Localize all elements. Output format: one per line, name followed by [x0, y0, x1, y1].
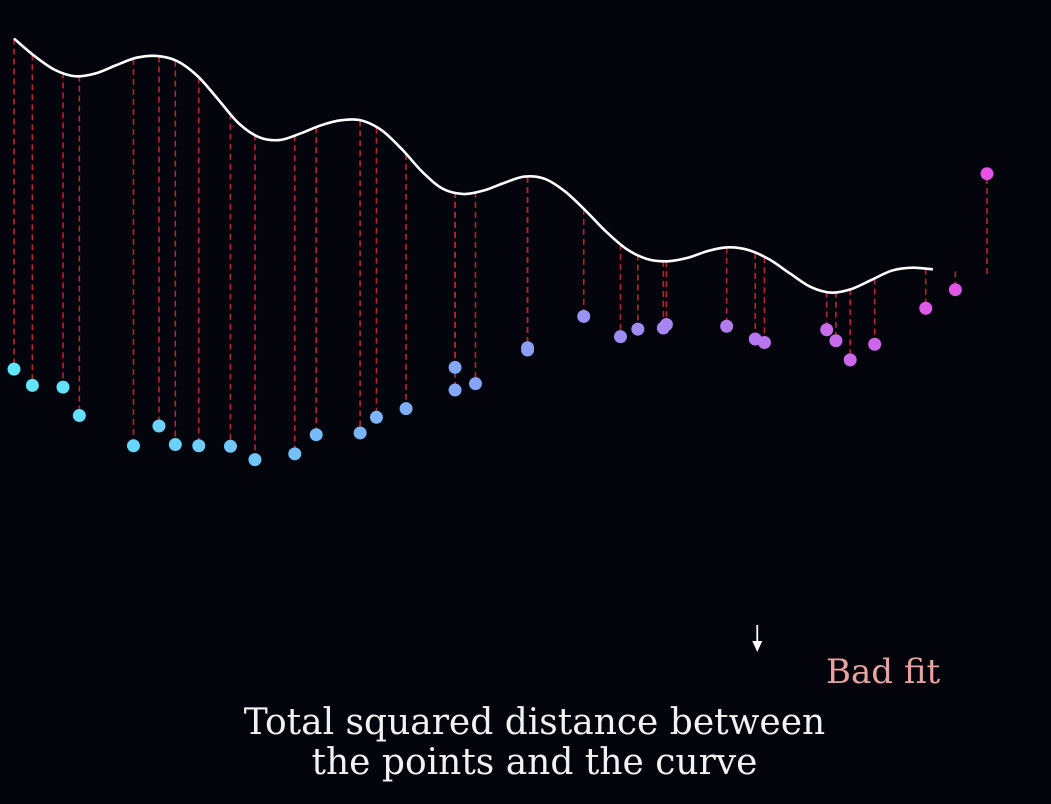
residual-lines	[13, 38, 988, 460]
caption: Total squared distance between the point…	[0, 703, 1051, 783]
data-point-26	[720, 319, 734, 333]
data-point-18	[468, 377, 482, 391]
data-point-30	[829, 334, 843, 348]
data-point-21	[577, 309, 591, 323]
data-point-8	[192, 439, 206, 453]
data-point-25	[659, 318, 673, 331]
data-point-13	[353, 426, 367, 440]
data-point-34	[948, 283, 962, 297]
data-points	[7, 167, 994, 467]
data-point-9	[223, 439, 237, 453]
fit-meter-arrow-icon	[752, 625, 763, 652]
data-point-11	[288, 447, 302, 461]
data-point-7	[168, 438, 182, 452]
data-point-6	[152, 419, 166, 433]
caption-line-2: the points and the curve	[311, 742, 758, 783]
caption-line-1: Total squared distance between	[243, 702, 826, 743]
data-point-15	[399, 402, 413, 416]
data-point-17	[448, 383, 462, 397]
data-point-1	[7, 362, 21, 376]
data-point-5	[126, 439, 140, 453]
data-point-3	[56, 380, 70, 394]
data-point-33	[919, 301, 933, 315]
data-point-10	[248, 453, 262, 467]
data-point-32	[868, 337, 882, 351]
fit-meter	[256, 625, 793, 664]
data-point-20	[521, 343, 535, 357]
data-point-2	[25, 378, 39, 392]
data-point-31	[843, 353, 857, 367]
data-point-28	[757, 335, 771, 349]
data-point-35	[980, 167, 994, 181]
data-point-23	[631, 322, 645, 336]
fit-curve	[13, 37, 934, 294]
data-point-16	[448, 360, 462, 374]
data-point-14	[369, 410, 383, 424]
data-point-12	[309, 428, 323, 442]
data-point-22	[613, 330, 627, 344]
data-point-29	[820, 323, 834, 337]
data-point-4	[72, 409, 86, 423]
fit-meter-label: Bad fit	[826, 652, 941, 692]
